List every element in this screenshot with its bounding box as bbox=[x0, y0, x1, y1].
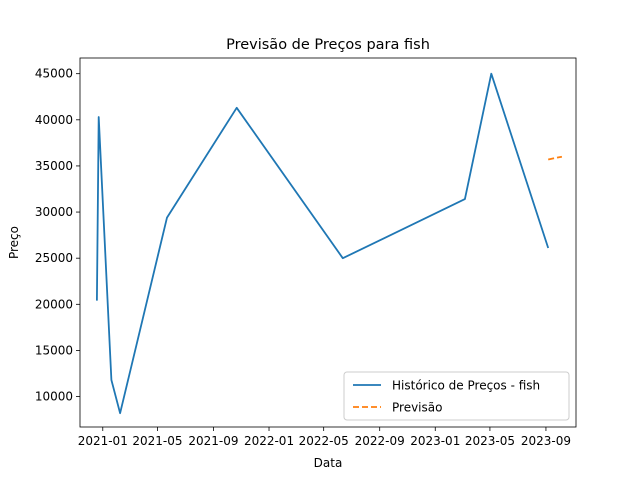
y-tick-label: 20000 bbox=[35, 297, 73, 311]
y-tick-label: 25000 bbox=[35, 251, 73, 265]
x-tick-label: 2023-01 bbox=[410, 434, 460, 448]
x-tick-label: 2023-05 bbox=[465, 434, 515, 448]
legend-label-previsao: Previsão bbox=[392, 401, 442, 415]
plot-frame bbox=[79, 57, 577, 428]
y-tick-label: 40000 bbox=[35, 113, 73, 127]
legend: Histórico de Preços - fish Previsão bbox=[343, 371, 570, 421]
chart-title: Previsão de Preços para fish bbox=[226, 37, 430, 53]
y-tick-label: 15000 bbox=[35, 343, 73, 357]
x-axis-label: Data bbox=[314, 456, 343, 470]
plot-area bbox=[96, 72, 563, 415]
x-tick-label: 2022-05 bbox=[299, 434, 349, 448]
x-tick-label: 2022-01 bbox=[244, 434, 294, 448]
x-tick-label: 2021-01 bbox=[78, 434, 128, 448]
y-tick-label: 45000 bbox=[35, 67, 73, 81]
y-axis-label: Preço bbox=[7, 226, 21, 259]
y-tick-label: 10000 bbox=[35, 390, 73, 404]
series-line-1 bbox=[548, 155, 563, 161]
x-tick-label: 2021-09 bbox=[188, 434, 238, 448]
y-tick-label: 30000 bbox=[35, 205, 73, 219]
x-axis-ticks: 2021-01 2021-05 2021-09 2022-01 2022-05 2022-… bbox=[78, 427, 571, 448]
x-tick-label: 2022-09 bbox=[355, 434, 405, 448]
x-tick-label: 2021-05 bbox=[132, 434, 182, 448]
y-tick-label: 35000 bbox=[35, 159, 73, 173]
y-axis-ticks: 10000 15000 20000 25000 30000 35000 40000 45000 bbox=[35, 67, 80, 404]
legend-label-historico: Histórico de Preços - fish bbox=[392, 379, 540, 393]
legend-box bbox=[343, 371, 570, 421]
x-tick-label: 2023-09 bbox=[521, 434, 571, 448]
series-line-0 bbox=[96, 72, 550, 415]
